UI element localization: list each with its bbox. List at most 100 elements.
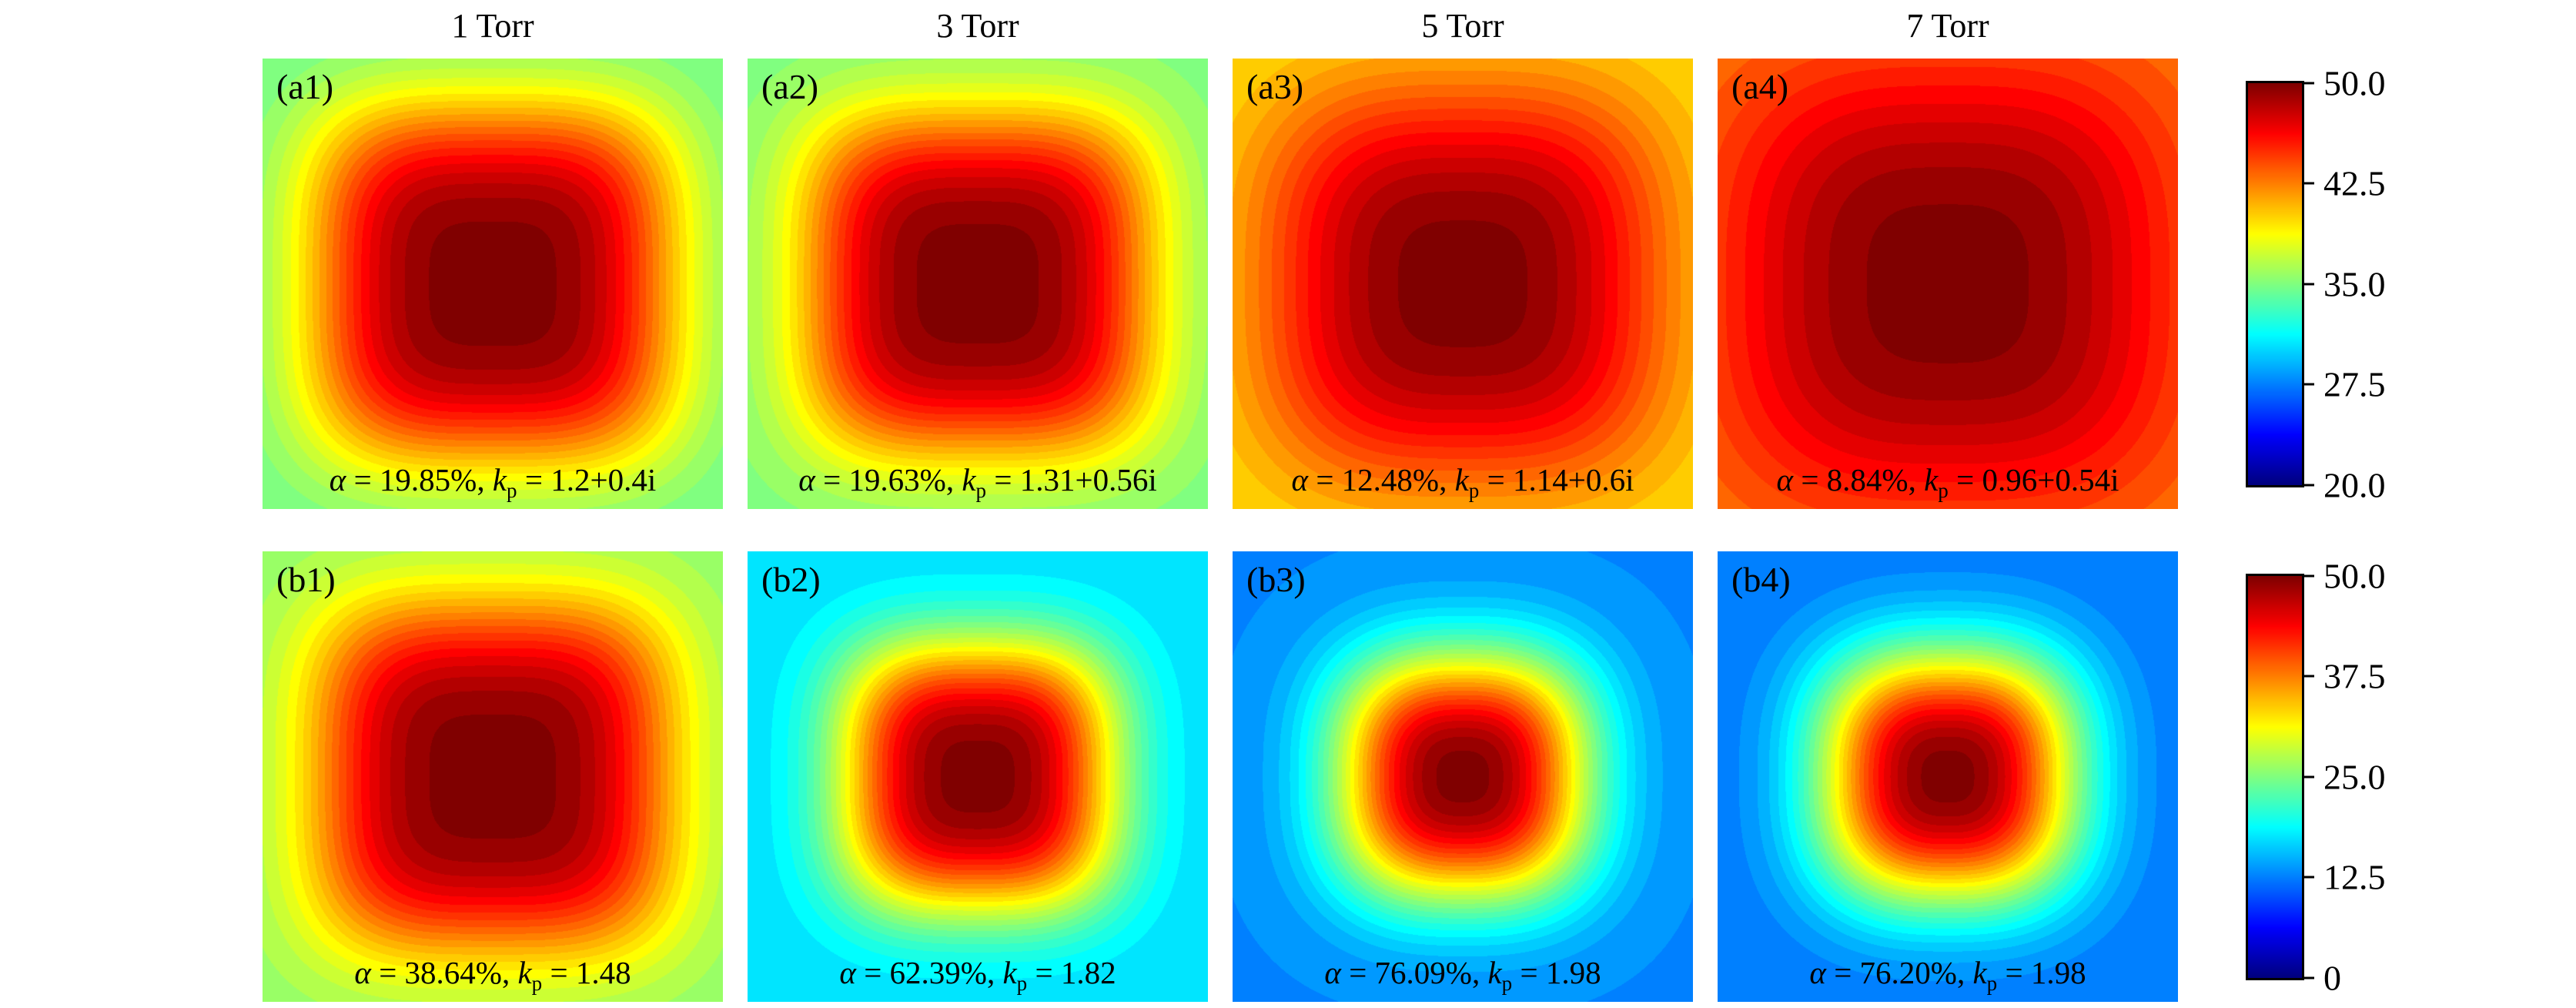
row-a: (a1) α = 19.85%, kp = 1.2+0.4i (a2) α = … [263,59,2386,509]
panel-label-a1: (a1) [276,67,334,106]
tick-mark [2304,775,2314,778]
kp-symbol: k [1002,954,1017,990]
panel-annotation-b1: α = 38.64%, kp = 1.48 [263,954,723,996]
tick-mark [2304,876,2314,879]
panel-label-a4: (a4) [1731,67,1789,106]
alpha-symbol: α [329,461,346,497]
colorbar-b: 50.0 37.5 25.0 12.5 0 [2246,551,2386,1002]
kp-subscript: p [1986,972,1998,995]
kp-subscript: p [975,479,987,502]
alpha-symbol: α [839,954,856,990]
tick-label: 37.5 [2323,656,2386,696]
kp-symbol: k [1454,461,1469,497]
panel-label-b4: (b4) [1731,560,1791,599]
alpha-value: = 19.63%, [815,461,962,497]
tick-mark [2304,82,2314,84]
tick-label: 27.5 [2323,364,2386,404]
panel-a1: (a1) α = 19.85%, kp = 1.2+0.4i [263,59,723,509]
panel-annotation-a2: α = 19.63%, kp = 1.31+0.56i [748,461,1208,503]
tick-label: 12.5 [2323,857,2386,897]
alpha-symbol: α [354,954,371,990]
column-title-3torr: 3 Torr [936,7,1019,45]
colorbar-a-tick-0: 50.0 [2302,62,2386,103]
colorbar-a-tick-2: 35.0 [2302,263,2386,304]
panel-a2: (a2) α = 19.63%, kp = 1.31+0.56i [748,59,1208,509]
panel-annotation-b4: α = 76.20%, kp = 1.98 [1718,954,2178,996]
column-titles: 1 Torr 3 Torr 5 Torr 7 Torr [263,3,2178,49]
tick-label: 42.5 [2323,163,2386,203]
colorbar-a-gradient [2248,82,2302,485]
tick-mark [2304,574,2314,577]
tick-mark [2304,976,2314,979]
tick-label: 50.0 [2323,63,2386,102]
tick-label: 25.0 [2323,757,2386,796]
kp-symbol: k [517,954,532,990]
heatmap-a2 [748,59,1208,509]
panel-label-b1: (b1) [276,560,336,599]
tick-label: 0 [2323,958,2341,997]
heatmap-b1 [263,551,723,1002]
tick-mark [2304,182,2314,185]
tick-mark [2304,383,2314,386]
tick-label: 35.0 [2323,264,2386,303]
colorbar-a-tick-3: 27.5 [2302,364,2386,405]
heatmap-a3 [1233,59,1693,509]
alpha-symbol: α [1291,461,1309,497]
alpha-value: = 12.48%, [1308,461,1455,497]
column-title-1torr: 1 Torr [451,7,534,45]
panel-b3: (b3) α = 76.09%, kp = 1.98 [1233,551,1693,1002]
alpha-value: = 76.20%, [1825,954,1973,990]
kp-value: = 0.96+0.54i [1948,461,2119,497]
panel-b1: (b1) α = 38.64%, kp = 1.48 [263,551,723,1002]
alpha-symbol: α [1776,461,1794,497]
alpha-symbol: α [1324,954,1341,990]
kp-symbol: k [962,461,976,497]
panel-annotation-b2: α = 62.39%, kp = 1.82 [748,954,1208,996]
colorbar-b-tick-0: 50.0 [2302,555,2386,596]
column-title-7torr: 7 Torr [1906,7,1989,45]
panel-b4: (b4) α = 76.20%, kp = 1.98 [1718,551,2178,1002]
kp-subscript: p [1016,972,1028,995]
kp-symbol: k [1487,954,1502,990]
panel-a4: (a4) α = 8.84%, kp = 0.96+0.54i [1718,59,2178,509]
kp-symbol: k [492,461,507,497]
alpha-value: = 62.39%, [855,954,1003,990]
kp-symbol: k [1924,461,1939,497]
tick-label: 20.0 [2323,465,2386,504]
row-b: (b1) α = 38.64%, kp = 1.48 (b2) α = 62.3… [263,551,2386,1002]
kp-subscript: p [531,972,543,995]
kp-value: = 1.98 [1512,954,1601,990]
alpha-value: = 8.84%, [1793,461,1925,497]
kp-subscript: p [1501,972,1513,995]
tick-label: 50.0 [2323,556,2386,595]
panel-label-b2: (b2) [761,560,821,599]
column-title-5torr: 5 Torr [1421,7,1504,45]
kp-symbol: k [1972,954,1987,990]
kp-value: = 1.82 [1027,954,1116,990]
colorbar-a-tick-4: 20.0 [2302,464,2386,505]
panel-label-a2: (a2) [761,67,819,106]
tick-mark [2304,675,2314,678]
colorbar-b-tick-3: 12.5 [2302,857,2386,898]
tick-mark [2304,484,2314,486]
colorbar-b-frame: 50.0 37.5 25.0 12.5 0 [2246,556,2386,997]
panel-annotation-a4: α = 8.84%, kp = 0.96+0.54i [1718,461,2178,503]
panel-annotation-a1: α = 19.85%, kp = 1.2+0.4i [263,461,723,503]
colorbar-a: 50.0 42.5 35.0 27.5 20.0 [2246,59,2386,509]
panel-b2: (b2) α = 62.39%, kp = 1.82 [748,551,1208,1002]
colorbar-b-tick-1: 37.5 [2302,656,2386,697]
kp-value: = 1.98 [1997,954,2086,990]
kp-value: = 1.2+0.4i [517,461,657,497]
alpha-value: = 19.85%, [346,461,493,497]
colorbar-b-gradient [2248,575,2302,978]
tick-mark [2304,283,2314,285]
heatmap-a4 [1718,59,2178,509]
panel-label-a3: (a3) [1246,67,1304,106]
heatmap-b4 [1718,551,2178,1002]
alpha-symbol: α [1809,954,1826,990]
panel-annotation-a3: α = 12.48%, kp = 1.14+0.6i [1233,461,1693,503]
panel-annotation-b3: α = 76.09%, kp = 1.98 [1233,954,1693,996]
alpha-symbol: α [798,461,815,497]
kp-value: = 1.48 [542,954,631,990]
